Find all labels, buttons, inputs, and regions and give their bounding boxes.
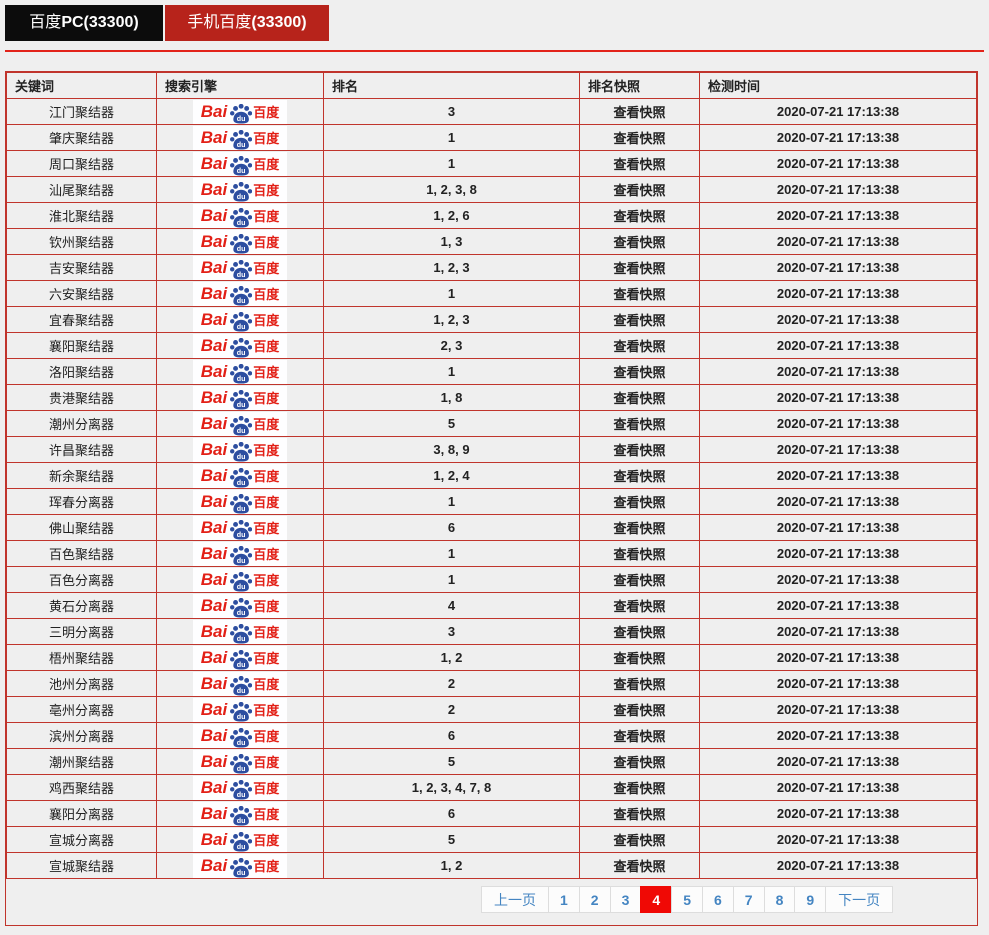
svg-text:du: du <box>237 348 246 356</box>
svg-text:du: du <box>237 816 246 824</box>
svg-text:du: du <box>237 712 246 720</box>
svg-text:du: du <box>237 296 246 304</box>
svg-text:du: du <box>237 764 246 772</box>
svg-text:du: du <box>237 218 246 226</box>
svg-text:du: du <box>237 166 246 174</box>
svg-text:du: du <box>237 530 246 538</box>
svg-text:du: du <box>237 738 246 746</box>
svg-text:du: du <box>237 478 246 486</box>
svg-text:du: du <box>237 192 246 200</box>
svg-text:du: du <box>237 608 246 616</box>
svg-text:du: du <box>237 374 246 382</box>
svg-text:du: du <box>237 686 246 694</box>
svg-text:du: du <box>237 140 246 148</box>
svg-text:du: du <box>237 504 246 512</box>
svg-text:du: du <box>237 868 246 876</box>
svg-text:du: du <box>237 322 246 330</box>
svg-text:du: du <box>237 426 246 434</box>
svg-text:du: du <box>237 582 246 590</box>
svg-text:du: du <box>237 556 246 564</box>
svg-text:du: du <box>237 270 246 278</box>
svg-text:du: du <box>237 660 246 668</box>
svg-text:du: du <box>237 244 246 252</box>
svg-text:du: du <box>237 842 246 850</box>
svg-text:du: du <box>237 634 246 642</box>
svg-text:du: du <box>237 452 246 460</box>
svg-text:du: du <box>237 400 246 408</box>
svg-text:du: du <box>237 790 246 798</box>
svg-text:du: du <box>237 114 246 122</box>
